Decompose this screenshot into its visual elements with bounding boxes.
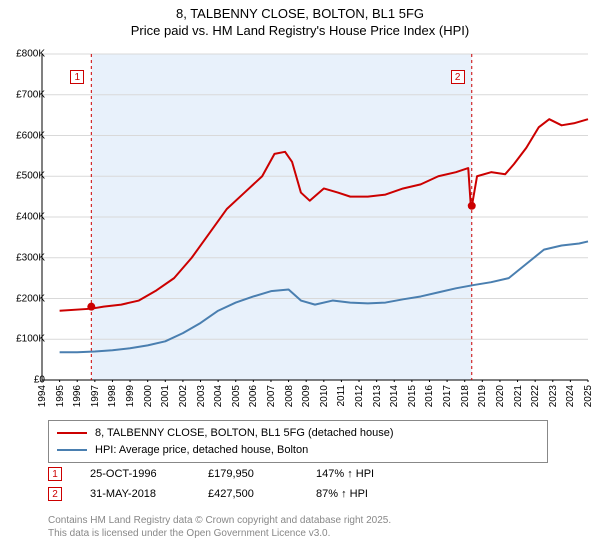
- y-tick-label: £400K: [16, 212, 45, 223]
- x-tick-label: 2000: [143, 385, 154, 407]
- chart-marker-badge: 2: [451, 70, 465, 84]
- y-tick-label: £700K: [16, 89, 45, 100]
- y-tick-label: £800K: [16, 49, 45, 60]
- x-tick-label: 2005: [231, 385, 242, 407]
- legend-swatch-1: [57, 449, 87, 451]
- detail-row: 2 31-MAY-2018 £427,500 87% ↑ HPI: [48, 484, 374, 504]
- x-tick-label: 2003: [196, 385, 207, 407]
- x-tick-label: 2025: [583, 385, 594, 407]
- title-block: 8, TALBENNY CLOSE, BOLTON, BL1 5FG Price…: [0, 0, 600, 40]
- detail-pct-2: 87% ↑ HPI: [316, 488, 368, 500]
- detail-badge-1: 1: [48, 467, 62, 481]
- x-tick-label: 2006: [248, 385, 259, 407]
- legend-swatch-0: [57, 432, 87, 434]
- x-tick-label: 1998: [107, 385, 118, 407]
- detail-block: 1 25-OCT-1996 £179,950 147% ↑ HPI 2 31-M…: [48, 464, 374, 504]
- legend-box: 8, TALBENNY CLOSE, BOLTON, BL1 5FG (deta…: [48, 420, 548, 463]
- footer-note: Contains HM Land Registry data © Crown c…: [48, 514, 391, 540]
- x-tick-label: 2015: [407, 385, 418, 407]
- x-tick-label: 2002: [178, 385, 189, 407]
- x-tick-label: 2004: [213, 385, 224, 407]
- x-tick-label: 2001: [160, 385, 171, 407]
- y-tick-label: £500K: [16, 171, 45, 182]
- legend-label-0: 8, TALBENNY CLOSE, BOLTON, BL1 5FG (deta…: [95, 425, 394, 442]
- x-tick-label: 2013: [372, 385, 383, 407]
- footer-line1: Contains HM Land Registry data © Crown c…: [48, 514, 391, 527]
- x-tick-label: 1996: [72, 385, 83, 407]
- legend-label-1: HPI: Average price, detached house, Bolt…: [95, 442, 308, 459]
- x-tick-label: 2007: [266, 385, 277, 407]
- x-tick-label: 2024: [565, 385, 576, 407]
- x-tick-label: 2011: [336, 385, 347, 407]
- detail-price-2: £427,500: [208, 488, 288, 500]
- x-tick-label: 2008: [284, 385, 295, 407]
- chart-plot-area: [40, 52, 590, 382]
- chart-marker-badge: 1: [70, 70, 84, 84]
- y-tick-label: £100K: [16, 334, 45, 345]
- x-tick-label: 1997: [90, 385, 101, 407]
- y-tick-label: £200K: [16, 293, 45, 304]
- detail-badge-2: 2: [48, 487, 62, 501]
- x-tick-label: 2012: [354, 385, 365, 407]
- x-tick-label: 2009: [301, 385, 312, 407]
- title-line2: Price paid vs. HM Land Registry's House …: [0, 23, 600, 38]
- detail-date-1: 25-OCT-1996: [90, 468, 180, 480]
- x-tick-label: 2018: [460, 385, 471, 407]
- detail-date-2: 31-MAY-2018: [90, 488, 180, 500]
- x-tick-label: 2014: [389, 385, 400, 407]
- detail-pct-1: 147% ↑ HPI: [316, 468, 374, 480]
- y-tick-label: £600K: [16, 130, 45, 141]
- x-tick-label: 1994: [37, 385, 48, 407]
- chart-container: 8, TALBENNY CLOSE, BOLTON, BL1 5FG Price…: [0, 0, 600, 560]
- x-tick-label: 2016: [424, 385, 435, 407]
- legend-row: 8, TALBENNY CLOSE, BOLTON, BL1 5FG (deta…: [57, 425, 539, 442]
- x-tick-label: 2019: [477, 385, 488, 407]
- detail-row: 1 25-OCT-1996 £179,950 147% ↑ HPI: [48, 464, 374, 484]
- legend-row: HPI: Average price, detached house, Bolt…: [57, 442, 539, 459]
- x-tick-label: 2021: [513, 385, 524, 407]
- x-tick-label: 2020: [495, 385, 506, 407]
- title-line1: 8, TALBENNY CLOSE, BOLTON, BL1 5FG: [0, 6, 600, 21]
- y-tick-label: £0: [34, 375, 45, 386]
- y-tick-label: £300K: [16, 252, 45, 263]
- x-tick-label: 2023: [548, 385, 559, 407]
- x-tick-label: 1999: [125, 385, 136, 407]
- x-tick-label: 1995: [55, 385, 66, 407]
- footer-line2: This data is licensed under the Open Gov…: [48, 527, 391, 540]
- detail-price-1: £179,950: [208, 468, 288, 480]
- x-tick-label: 2022: [530, 385, 541, 407]
- x-tick-label: 2017: [442, 385, 453, 407]
- chart-svg: [40, 52, 590, 382]
- x-tick-label: 2010: [319, 385, 330, 407]
